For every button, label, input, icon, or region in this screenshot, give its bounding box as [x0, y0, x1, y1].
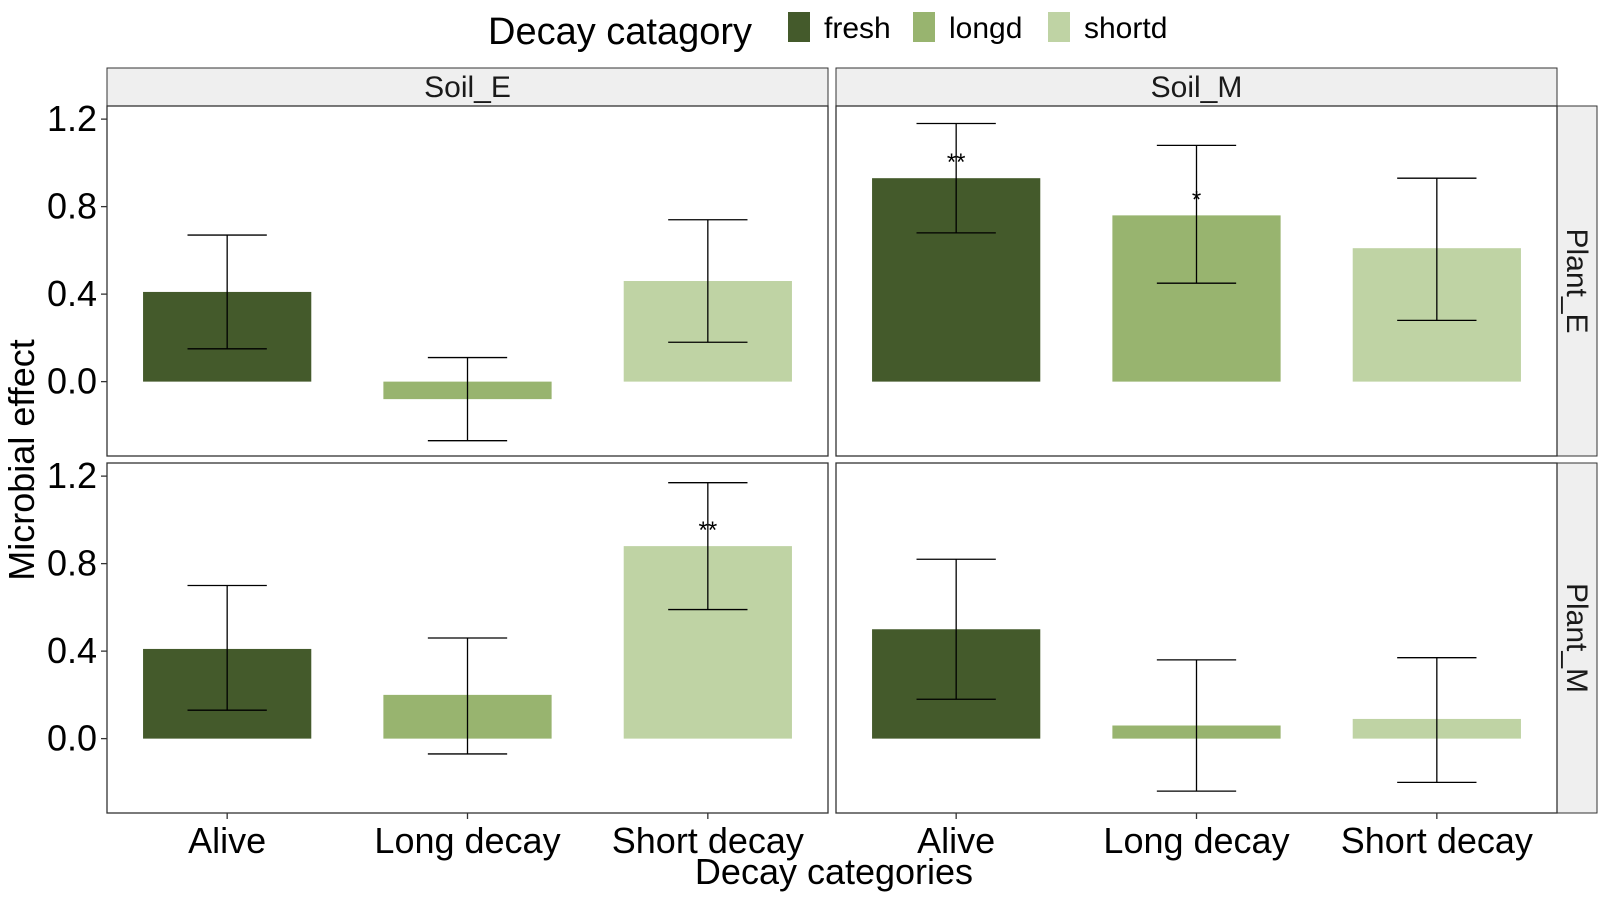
significance-label: * [1192, 186, 1201, 213]
legend-key-longd [913, 12, 935, 42]
x-tick-label: Short decay [1341, 820, 1533, 861]
legend-label-longd: longd [949, 12, 1022, 45]
significance-label: ** [698, 517, 717, 544]
y-tick-label: 0.0 [47, 361, 97, 402]
facet-label-Plant_M: Plant_M [1560, 583, 1593, 693]
x-axis-title: Decay categories [695, 851, 973, 892]
legend-key-shortd [1048, 12, 1070, 42]
y-tick-label: 0.8 [47, 543, 97, 584]
legend: Decay catagory fresh longd shortd [488, 11, 1167, 53]
legend-label-shortd: shortd [1084, 12, 1167, 45]
facet-strip-Plant_E [1556, 105, 1598, 457]
legend-key-fresh [788, 12, 810, 42]
panel-border [106, 105, 829, 457]
panel-Soil_E-Plant_M: ** [106, 462, 829, 814]
facet-label-Soil_E: Soil_E [424, 71, 511, 104]
y-axis-title: Microbial effect [1, 339, 42, 580]
legend-title: Decay catagory [488, 11, 752, 53]
x-tick-label: Long decay [374, 820, 560, 861]
facet-strips: Soil_E Soil_M Plant_E Plant_M [106, 67, 1598, 814]
axes: 0.0 0.4 0.8 1.2 0.0 0.4 0.8 1.2 Alive Long decay S… [47, 98, 1533, 861]
legend-label-fresh: fresh [824, 12, 891, 45]
y-tick-label: 0.4 [47, 273, 97, 314]
facet-label-Soil_M: Soil_M [1151, 71, 1243, 104]
y-tick-label: 1.2 [47, 98, 97, 139]
y-tick-label: 0.4 [47, 630, 97, 671]
facet-strip-Soil_M [835, 67, 1558, 107]
significance-label: ** [947, 149, 966, 176]
x-tick-label: Alive [188, 820, 266, 861]
facet-strip-Plant_M [1556, 462, 1598, 814]
x-tick-label: Alive [917, 820, 995, 861]
y-tick-label: 0.8 [47, 186, 97, 227]
facet-label-Plant_E: Plant_E [1560, 228, 1593, 333]
x-tick-label: Long decay [1103, 820, 1289, 861]
facet-strip-Soil_E [106, 67, 829, 107]
x-tick-label: Short decay [612, 820, 804, 861]
panel-Soil_M-Plant_M [835, 462, 1558, 814]
facet-panels: ***** [106, 105, 1558, 814]
panel-Soil_E-Plant_E [106, 105, 829, 457]
y-tick-label: 1.2 [47, 455, 97, 496]
y-tick-label: 0.0 [47, 718, 97, 759]
panel-border [835, 105, 1558, 457]
panel-Soil_M-Plant_E: *** [835, 105, 1558, 457]
